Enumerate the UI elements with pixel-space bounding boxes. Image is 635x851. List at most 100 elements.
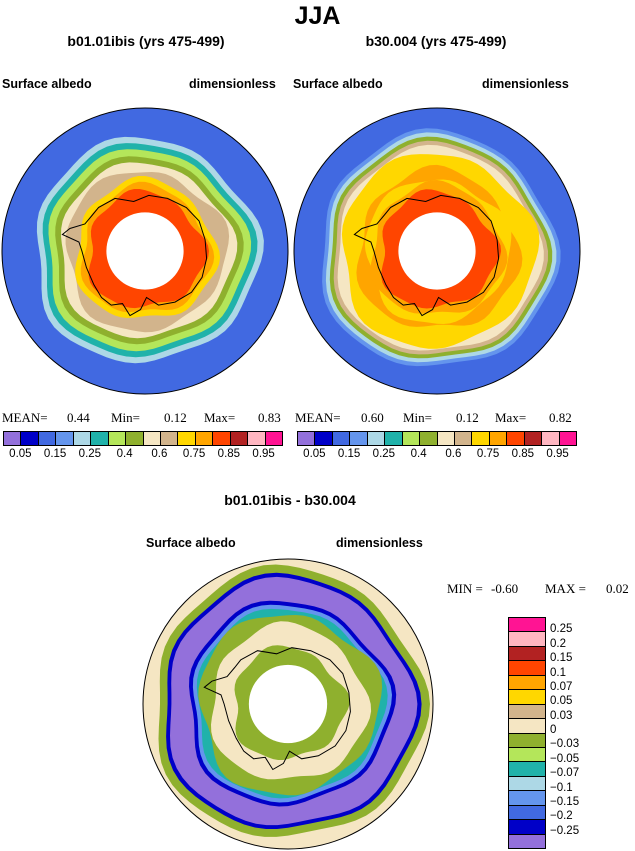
colorbar-tick-label: 0.25 xyxy=(78,448,102,460)
right-polar-map xyxy=(293,107,581,395)
diff-colorbar-tick-label: −0.1 xyxy=(550,781,573,794)
colorbar-tick-label: 0.75 xyxy=(476,448,500,460)
right-pole-mask xyxy=(398,212,476,290)
colorbar-tick-label: 0.25 xyxy=(372,448,396,460)
diff-colorbar-tick-label: −0.2 xyxy=(550,810,573,823)
colorbar-tick-label: 0.95 xyxy=(546,448,569,460)
hbar-right-swatch xyxy=(472,432,490,445)
colorbar-tick-label: 0.85 xyxy=(217,448,241,460)
right-panel-units: dimensionless xyxy=(482,77,569,91)
diff-colorbar-tick-label: 0.1 xyxy=(550,666,566,679)
left-coastline xyxy=(61,194,208,317)
diff-colorbar-tick-label: 0.25 xyxy=(550,623,573,636)
colorbar-tick-label: 0.15 xyxy=(337,448,361,460)
diff-colorbar-tick-label: −0.07 xyxy=(550,767,580,780)
diff-min-label: MIN = xyxy=(447,581,483,596)
hbar-left-swatch xyxy=(73,432,92,445)
left-max-label: Max= xyxy=(204,410,236,425)
diff-colorbar-tick-label: −0.05 xyxy=(550,752,580,765)
diff-colorbar-swatch xyxy=(509,632,545,647)
left-panel-title: b01.01ibis (yrs 475-499) xyxy=(67,33,225,49)
left-panel-units: dimensionless xyxy=(189,77,276,91)
difference-polar-map xyxy=(142,558,434,850)
hbar-left-swatch xyxy=(126,432,144,445)
diff-max-label: MAX = xyxy=(545,581,586,596)
colorbar-tick-label: 0.15 xyxy=(43,448,67,460)
hbar-left-swatch xyxy=(213,432,231,445)
right-mean-value: 0.60 xyxy=(361,410,384,425)
diff-panel-variable: Surface albedo xyxy=(146,536,236,550)
diff-colorbar-swatch xyxy=(509,820,545,835)
colorbar-tick-label: 0.4 xyxy=(116,448,133,460)
diff-colorbar xyxy=(508,617,546,849)
hbar-right-swatch xyxy=(332,432,351,445)
colorbar-tick-label: 0.6 xyxy=(151,448,168,460)
diff-coastline xyxy=(203,647,351,771)
diff-colorbar-tick-label: 0 xyxy=(550,724,557,736)
left-mean-value: 0.44 xyxy=(67,410,90,425)
diff-colorbar-swatch xyxy=(509,834,545,848)
diff-colorbar-swatch xyxy=(509,704,545,720)
diff-colorbar-tick-label: 0.05 xyxy=(550,695,573,708)
diff-pole-mask xyxy=(248,664,328,744)
hbar-right-swatch xyxy=(454,432,473,445)
hbar-left-swatch xyxy=(195,432,214,445)
diff-colorbar-tick-label: 0.07 xyxy=(550,680,573,693)
hbar-left-swatch xyxy=(38,432,57,445)
colorbar-tick-label: 0.6 xyxy=(445,448,462,460)
diff-colorbar-swatch xyxy=(509,733,545,748)
right-min-value: 0.12 xyxy=(456,410,479,425)
diff-colorbar-swatch xyxy=(509,762,545,777)
colorbar-tick-label: 0.05 xyxy=(303,448,326,460)
hbar-right-swatch xyxy=(489,432,508,445)
left-min-label: Min= xyxy=(111,410,141,425)
diff-colorbar-swatch xyxy=(509,618,545,633)
left-max-value: 0.83 xyxy=(258,410,281,425)
right-map-boundary xyxy=(293,107,581,395)
diff-panel-units: dimensionless xyxy=(336,536,423,550)
left-polar-map xyxy=(1,107,289,395)
right-mean-label: MEAN= xyxy=(295,410,341,425)
hbar-right-swatch xyxy=(367,432,386,445)
hbar-left-swatch xyxy=(265,432,282,445)
hbar-right-swatch xyxy=(420,432,438,445)
diff-colorbar-tick-label: −0.03 xyxy=(550,738,580,751)
diff-colorbar-tick-label: 0.15 xyxy=(550,652,573,665)
left-mean-label: MEAN= xyxy=(2,410,48,425)
right-min-label: Min= xyxy=(403,410,433,425)
right-panel-title: b30.004 (yrs 475-499) xyxy=(365,33,507,49)
diff-colorbar-swatch xyxy=(509,805,545,821)
diff-colorbar-swatch xyxy=(509,747,545,763)
diff-panel-title: b01.01ibis - b30.004 xyxy=(224,492,356,508)
right-panel-variable: Surface albedo xyxy=(293,77,383,91)
hbar-left-swatch xyxy=(230,432,249,445)
hbar-right-swatch xyxy=(315,432,333,445)
colorbar-tick-label: 0.4 xyxy=(410,448,427,460)
right-colorbar xyxy=(297,431,577,446)
right-coastline xyxy=(353,194,500,317)
diff-colorbar-tick-label: −0.25 xyxy=(550,824,580,837)
hbar-right-swatch xyxy=(507,432,525,445)
hbar-left-swatch xyxy=(56,432,74,445)
right-max-label: Max= xyxy=(495,410,527,425)
hbar-left-swatch xyxy=(160,432,179,445)
hbar-left-swatch xyxy=(108,432,127,445)
left-pole-mask xyxy=(106,212,184,290)
hbar-left-swatch xyxy=(4,432,22,445)
hbar-right-swatch xyxy=(402,432,421,445)
hbar-left-swatch xyxy=(178,432,196,445)
diff-max-value: 0.02 xyxy=(606,581,629,596)
diff-colorbar-swatch xyxy=(509,791,545,806)
right-max-value: 0.82 xyxy=(549,410,572,425)
diff-min-value: -0.60 xyxy=(491,581,519,596)
hbar-left-swatch xyxy=(143,432,161,445)
diff-colorbar-swatch xyxy=(509,719,545,734)
diff-colorbar-swatch xyxy=(509,646,545,662)
diff-colorbar-tick-label: 0.03 xyxy=(550,709,573,722)
diff-colorbar-tick-label: −0.15 xyxy=(550,795,580,808)
colorbar-tick-label: 0.05 xyxy=(9,448,32,460)
diff-colorbar-swatch xyxy=(509,690,545,705)
diff-colorbar-tick-label: 0.2 xyxy=(550,637,566,650)
diff-map-boundary xyxy=(142,558,434,850)
diff-colorbar-swatch xyxy=(509,675,545,691)
